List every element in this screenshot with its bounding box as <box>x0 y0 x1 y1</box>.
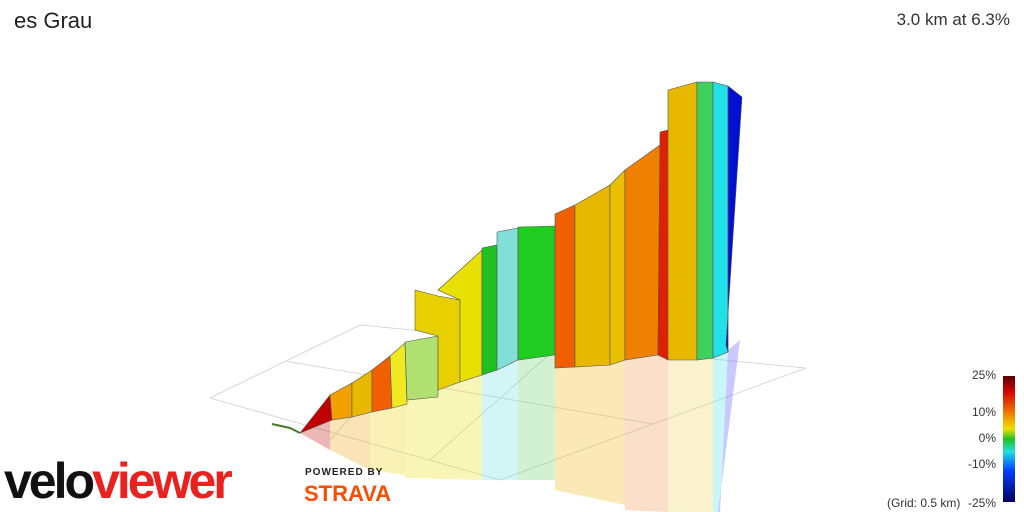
grid-note: (Grid: 0.5 km) <box>887 496 961 510</box>
ribbon <box>271 81 743 434</box>
legend-bar <box>1003 376 1015 502</box>
strava-logo: STRAVA <box>304 481 392 506</box>
logo-part: viewer <box>92 453 233 509</box>
legend-label: -10% <box>967 457 996 471</box>
reflection <box>300 340 740 512</box>
legend-label: -25% <box>967 496 996 510</box>
title: es Grau <box>14 8 93 33</box>
powered-by: POWERED BY <box>305 467 384 478</box>
logo-part: velo <box>4 453 95 509</box>
legend-label: 10% <box>971 405 996 419</box>
stat: 3.0 km at 6.3% <box>896 10 1010 29</box>
legend-label: 25% <box>971 368 996 382</box>
legend-label: 0% <box>978 431 996 445</box>
logo: veloviewer <box>4 452 233 510</box>
